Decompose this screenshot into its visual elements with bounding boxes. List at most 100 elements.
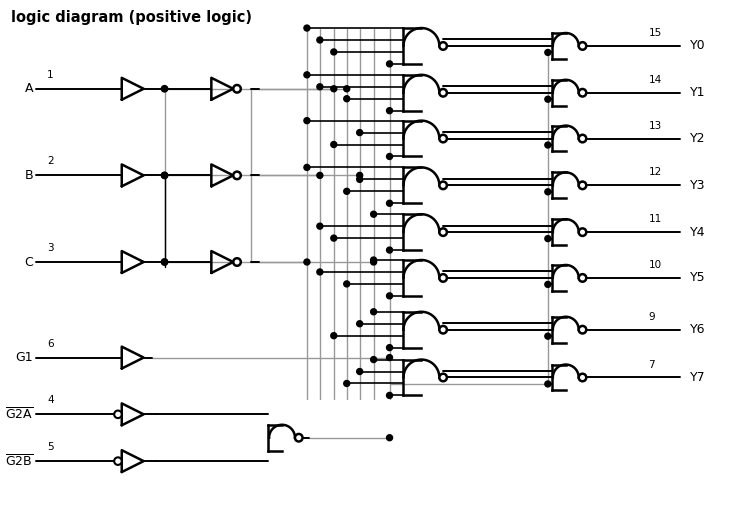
Circle shape: [439, 89, 447, 97]
Text: Y6: Y6: [690, 323, 706, 336]
Circle shape: [357, 321, 363, 327]
Circle shape: [344, 381, 350, 386]
Text: Y7: Y7: [690, 371, 706, 384]
Circle shape: [234, 172, 241, 179]
Circle shape: [357, 130, 363, 135]
Circle shape: [234, 258, 241, 266]
Circle shape: [439, 374, 447, 381]
Text: 7: 7: [648, 360, 655, 370]
Circle shape: [439, 274, 447, 282]
Circle shape: [161, 259, 168, 265]
Text: 3: 3: [47, 243, 54, 253]
Text: 12: 12: [648, 167, 661, 177]
Circle shape: [317, 84, 323, 90]
Circle shape: [371, 211, 377, 217]
Circle shape: [545, 333, 551, 339]
Circle shape: [371, 259, 377, 265]
Circle shape: [386, 247, 392, 253]
Circle shape: [161, 172, 168, 179]
Circle shape: [304, 72, 310, 78]
Text: G1: G1: [16, 351, 33, 364]
Circle shape: [114, 411, 122, 418]
Circle shape: [295, 434, 302, 442]
Circle shape: [331, 333, 337, 339]
Circle shape: [386, 392, 392, 398]
Circle shape: [331, 49, 337, 55]
Circle shape: [344, 188, 350, 194]
Text: 6: 6: [47, 339, 54, 349]
Text: 13: 13: [648, 121, 661, 131]
Circle shape: [317, 223, 323, 229]
Circle shape: [371, 309, 377, 315]
Circle shape: [331, 142, 337, 148]
Circle shape: [304, 259, 310, 265]
Circle shape: [331, 235, 337, 241]
Text: B: B: [24, 169, 33, 182]
Circle shape: [439, 42, 447, 50]
Circle shape: [357, 176, 363, 182]
Circle shape: [545, 142, 551, 148]
Circle shape: [317, 269, 323, 275]
Circle shape: [161, 86, 168, 92]
Text: A: A: [24, 82, 33, 95]
Circle shape: [331, 86, 337, 92]
Circle shape: [114, 457, 122, 465]
Text: Y5: Y5: [690, 271, 706, 285]
Text: 5: 5: [47, 442, 54, 452]
Circle shape: [386, 108, 392, 113]
Text: 10: 10: [648, 260, 661, 270]
Circle shape: [304, 118, 310, 123]
Circle shape: [344, 96, 350, 102]
Circle shape: [579, 274, 586, 282]
Circle shape: [545, 381, 551, 387]
Circle shape: [344, 86, 350, 92]
Circle shape: [317, 37, 323, 43]
Text: Y3: Y3: [690, 179, 706, 192]
Circle shape: [545, 236, 551, 242]
Text: 11: 11: [648, 214, 661, 224]
Circle shape: [317, 172, 323, 179]
Circle shape: [386, 153, 392, 160]
Circle shape: [386, 200, 392, 206]
Circle shape: [579, 135, 586, 142]
Text: 9: 9: [648, 312, 655, 322]
Text: C: C: [24, 256, 33, 268]
Text: Y0: Y0: [690, 39, 706, 52]
Circle shape: [386, 354, 392, 361]
Text: Y2: Y2: [690, 132, 706, 145]
Circle shape: [439, 326, 447, 333]
Circle shape: [304, 25, 310, 31]
Circle shape: [545, 281, 551, 287]
Circle shape: [386, 293, 392, 299]
Circle shape: [545, 189, 551, 195]
Text: Y4: Y4: [690, 226, 706, 239]
Circle shape: [545, 96, 551, 102]
Text: 4: 4: [47, 395, 54, 405]
Circle shape: [162, 259, 168, 265]
Circle shape: [344, 281, 350, 287]
Circle shape: [386, 61, 392, 67]
Circle shape: [579, 326, 586, 333]
Circle shape: [545, 49, 551, 56]
Circle shape: [357, 369, 363, 374]
Circle shape: [579, 42, 586, 50]
Circle shape: [234, 85, 241, 92]
Circle shape: [579, 228, 586, 236]
Text: $\overline{\mathrm{G2A}}$: $\overline{\mathrm{G2A}}$: [5, 406, 33, 422]
Text: 1: 1: [47, 70, 54, 80]
Text: $\overline{\mathrm{G2B}}$: $\overline{\mathrm{G2B}}$: [5, 454, 33, 469]
Circle shape: [371, 356, 377, 363]
Circle shape: [386, 344, 392, 351]
Circle shape: [579, 374, 586, 381]
Circle shape: [371, 257, 377, 263]
Circle shape: [579, 182, 586, 189]
Circle shape: [579, 89, 586, 97]
Circle shape: [386, 435, 392, 440]
Text: 14: 14: [648, 75, 661, 85]
Circle shape: [439, 182, 447, 189]
Circle shape: [304, 164, 310, 171]
Circle shape: [162, 172, 168, 179]
Circle shape: [357, 172, 363, 179]
Text: 15: 15: [648, 28, 661, 38]
Circle shape: [439, 228, 447, 236]
